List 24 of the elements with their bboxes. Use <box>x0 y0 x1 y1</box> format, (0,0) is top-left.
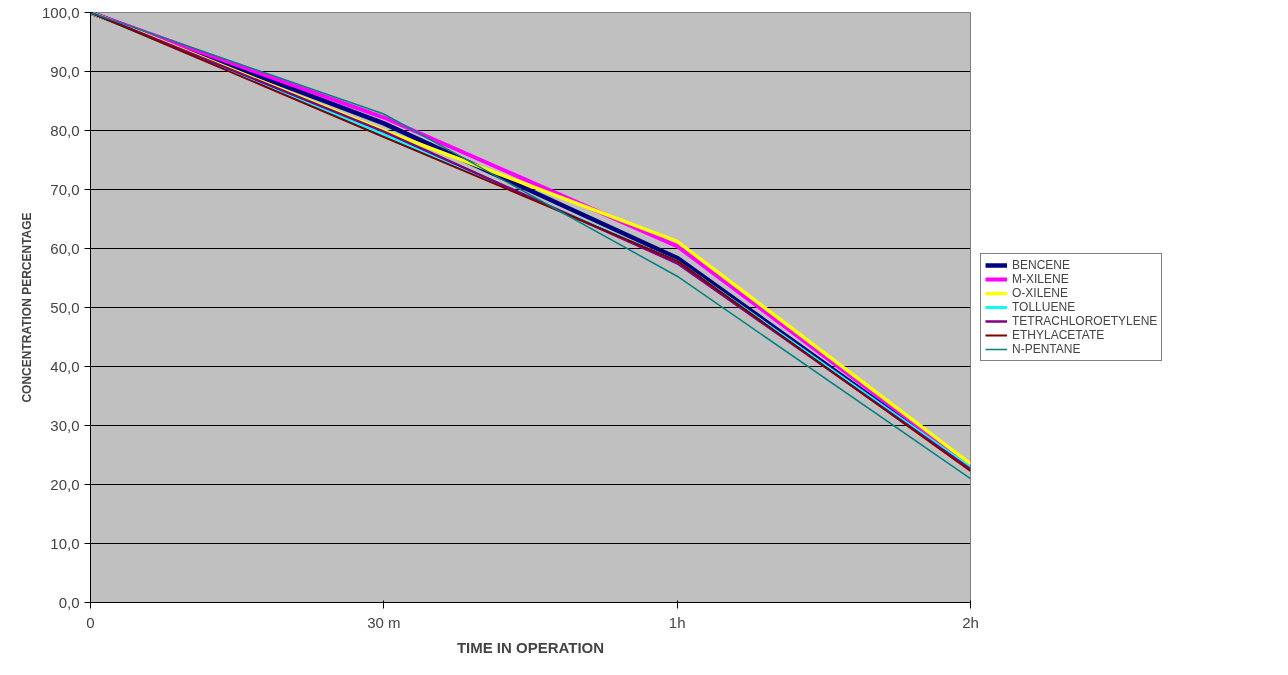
legend-label: TOLLUENE <box>1012 300 1076 314</box>
y-tick-label: 100,0 <box>41 3 80 21</box>
y-tick-label: 70,0 <box>50 180 80 198</box>
legend-label: M-XILENE <box>1012 272 1069 286</box>
y-tick-label: 30,0 <box>50 416 80 434</box>
y-tick-label: 0,0 <box>58 593 80 611</box>
x-tick-label: 0 <box>86 613 95 631</box>
legend-label: BENCENE <box>1012 258 1071 272</box>
legend-label: O-XILENE <box>1012 286 1069 300</box>
y-tick-label: 50,0 <box>50 298 80 316</box>
legend-label: TETRACHLOROETYLENE <box>1012 314 1158 328</box>
y-tick-label: 60,0 <box>50 239 80 257</box>
x-tick-label: 30 m <box>367 613 401 631</box>
x-tick-label: 2h <box>962 613 979 631</box>
y-tick-label: 80,0 <box>50 121 80 139</box>
legend-label: ETHYLACETATE <box>1012 328 1105 342</box>
y-tick-label: 20,0 <box>50 475 80 493</box>
x-tick-label: 1h <box>668 613 686 631</box>
y-tick-label: 10,0 <box>50 534 80 552</box>
y-tick-label: 90,0 <box>50 62 80 80</box>
legend-label: N-PENTANE <box>1012 342 1081 356</box>
y-axis-title: CONCENTRATION PERCENTAGE <box>19 212 34 403</box>
x-axis-title: TIME IN OPERATION <box>456 638 605 656</box>
y-tick-label: 40,0 <box>50 357 80 375</box>
